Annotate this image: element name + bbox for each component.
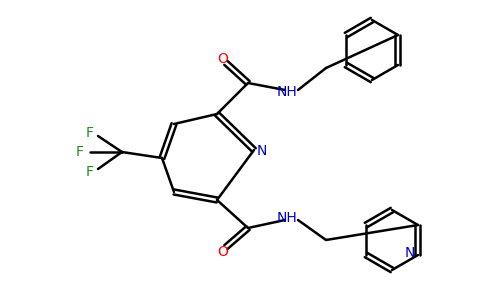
Text: O: O <box>218 245 228 259</box>
Text: NH: NH <box>277 85 297 99</box>
Text: F: F <box>76 145 84 159</box>
Text: F: F <box>86 165 94 179</box>
Text: N: N <box>405 246 415 260</box>
Text: N: N <box>257 144 267 158</box>
Text: NH: NH <box>277 211 297 225</box>
Text: O: O <box>218 52 228 66</box>
Text: F: F <box>86 126 94 140</box>
